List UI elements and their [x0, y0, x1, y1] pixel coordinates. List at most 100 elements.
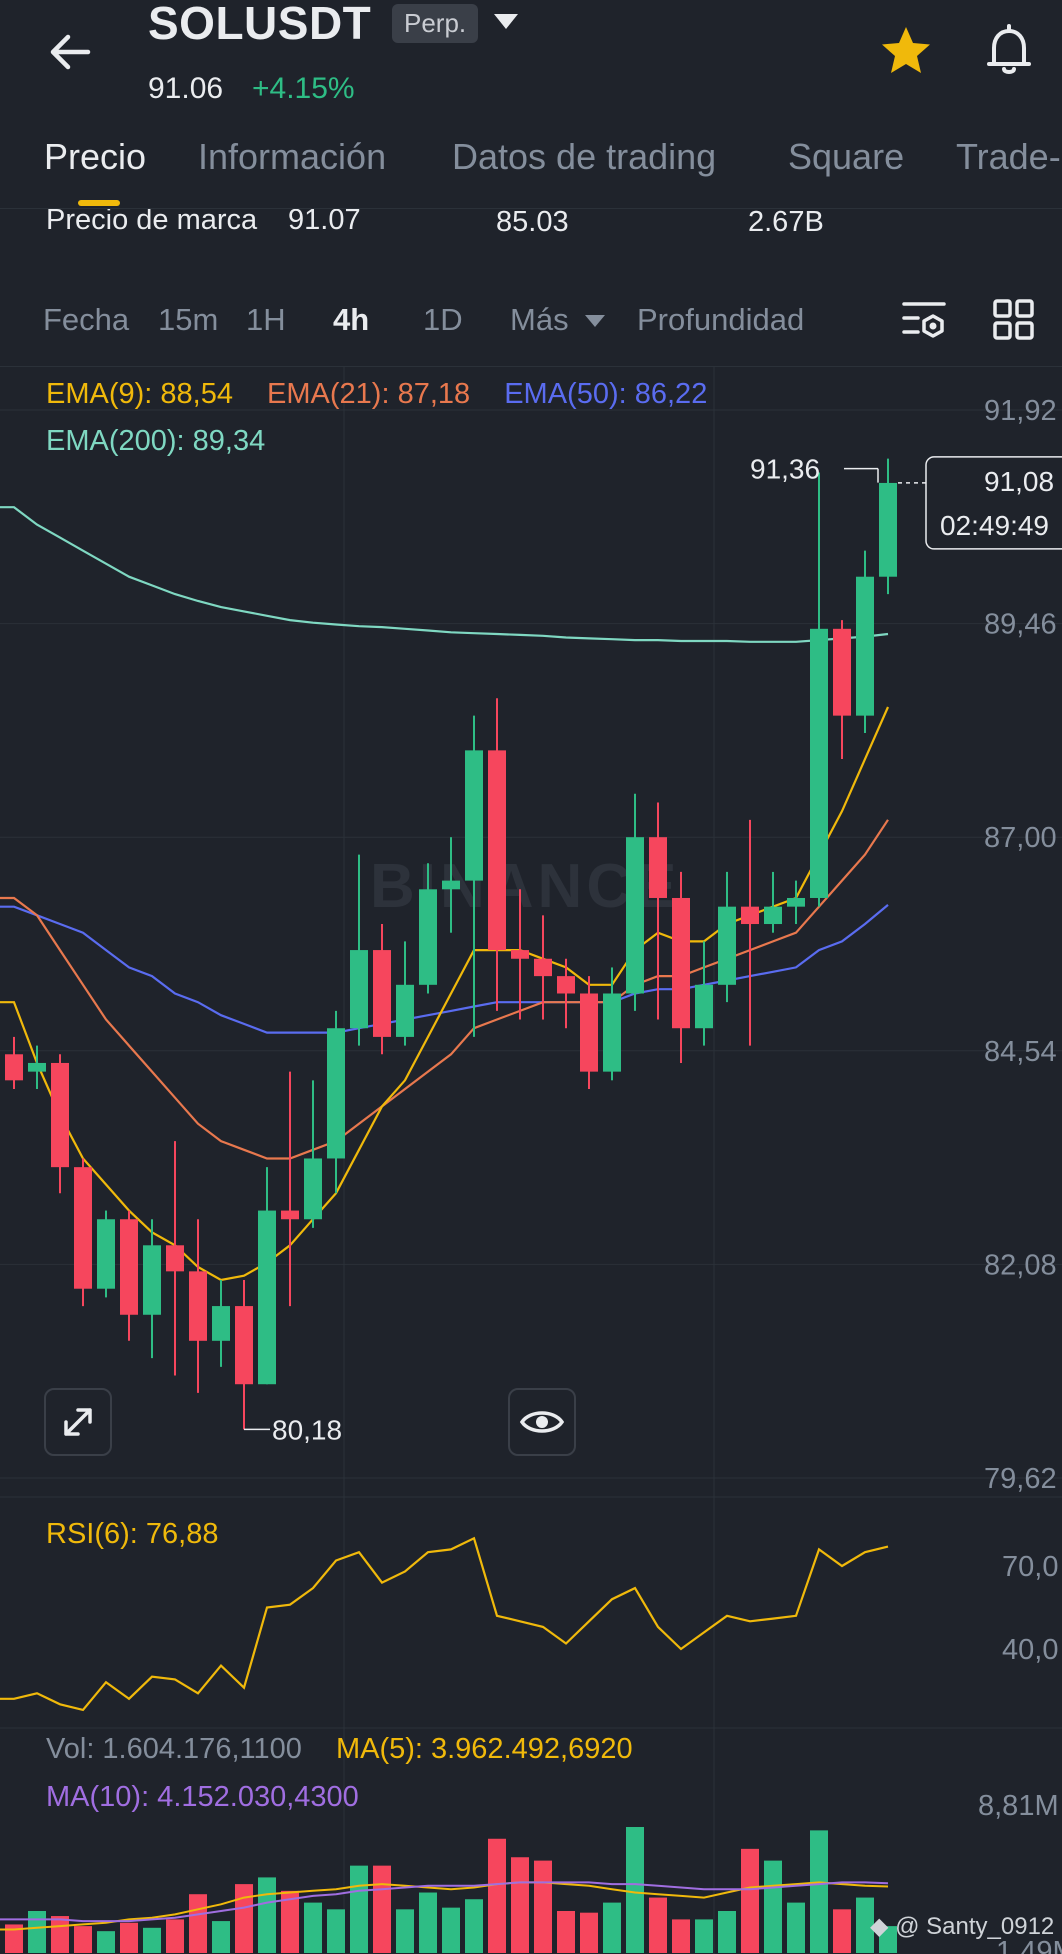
volume-tick-label: 1,49M — [996, 1936, 1062, 1954]
y-axis-tick-label: 89,46 — [984, 609, 1057, 641]
ema200-label: EMA(200): 89,34 — [46, 425, 266, 457]
candle-up — [97, 1219, 115, 1289]
interval-15m[interactable]: 15m — [158, 302, 219, 337]
y-axis-tick-label: 91,92 — [984, 395, 1057, 427]
ema50-label: EMA(50): 86,22 — [504, 378, 708, 410]
chart-settings-icon[interactable] — [900, 296, 950, 346]
rsi-line — [0, 1536, 889, 1712]
user-watermark-text: @ Santy_0912 — [895, 1913, 1055, 1940]
expand-chart-button[interactable] — [44, 1388, 112, 1456]
ema21-line — [0, 819, 889, 1160]
stat-value-low: 85.03 — [496, 206, 569, 238]
volume-bar-down — [51, 1916, 69, 1953]
ema50-line — [0, 904, 889, 1034]
star-icon[interactable] — [878, 24, 934, 78]
volume-bar-down — [373, 1865, 391, 1953]
y-axis-tick-label: 82,08 — [984, 1249, 1057, 1281]
interval-fecha[interactable]: Fecha — [43, 302, 130, 337]
volume-bar-down — [833, 1909, 851, 1953]
candle-down — [74, 1167, 92, 1289]
ema200-line — [0, 506, 889, 643]
volume-bar-down — [235, 1884, 253, 1953]
y-axis-tick-label: 87,00 — [984, 822, 1057, 854]
high-price-label: 91,36 — [750, 454, 820, 485]
interval-profundidad[interactable]: Profundidad — [637, 302, 805, 337]
volume-bar-down — [580, 1912, 598, 1953]
chevron-down-icon[interactable] — [492, 12, 520, 32]
candle-down — [557, 976, 575, 994]
price-change-percent: +4.15% — [252, 72, 355, 105]
volume-bar-down — [166, 1919, 184, 1953]
volume-bar-down — [120, 1922, 138, 1953]
candle-down — [189, 1271, 207, 1341]
interval-4h[interactable]: 4h — [333, 302, 370, 337]
volume-bar-up — [419, 1892, 437, 1953]
candle-down — [5, 1054, 23, 1081]
tab-informacion[interactable]: Información — [198, 136, 387, 177]
tab-square[interactable]: Square — [788, 136, 905, 177]
candle-up — [28, 1062, 46, 1072]
candle-up — [856, 576, 874, 716]
candle-up — [465, 750, 483, 881]
candle-up — [626, 837, 644, 994]
volume-bar-up — [97, 1931, 115, 1953]
volume-bar-up — [396, 1909, 414, 1953]
section-tabs: Precio Información Datos de trading Squa… — [0, 128, 1062, 208]
volume-bar-up — [718, 1911, 736, 1953]
volume-legend: Vol: 1.604.176,1100 MA(5): 3.962.492,692… — [46, 1733, 633, 1766]
mark-price-value: 91.07 — [288, 204, 361, 236]
candle-up — [396, 984, 414, 1037]
y-axis-tick-label: 79,62 — [984, 1463, 1057, 1495]
candle-down — [534, 958, 552, 977]
ema9-line — [0, 706, 890, 1282]
rsi-tick-label: 40,0 — [1002, 1634, 1058, 1666]
candle-up — [603, 993, 621, 1072]
chevron-down-icon[interactable] — [584, 314, 606, 328]
volume-label: Vol: 1.604.176,1100 — [46, 1733, 302, 1765]
active-tab-indicator — [78, 200, 120, 206]
back-arrow-icon[interactable] — [40, 22, 100, 82]
ma10-line — [0, 1881, 889, 1923]
volume-bar-up — [212, 1921, 230, 1953]
last-price: 91.06 — [148, 72, 224, 105]
volume-bar-up — [350, 1865, 368, 1953]
volume-bar-down — [74, 1926, 92, 1953]
low-price-label: 80,18 — [272, 1414, 342, 1445]
volume-bar-down — [741, 1848, 759, 1953]
candle-up — [787, 897, 805, 907]
candle-down — [488, 750, 506, 951]
interval-1d[interactable]: 1D — [423, 302, 463, 337]
tab-precio[interactable]: Precio — [44, 136, 147, 177]
tab-trade[interactable]: Trade- — [956, 136, 1061, 177]
symbol-title[interactable]: SOLUSDT — [148, 0, 372, 49]
current-price-label: 91,08 — [984, 466, 1054, 497]
volume-bar-up — [764, 1860, 782, 1953]
visibility-toggle-button[interactable] — [508, 1388, 576, 1456]
bell-icon[interactable] — [982, 22, 1036, 78]
candle-down — [649, 837, 667, 898]
contract-type-badge: Perp. — [392, 4, 479, 43]
ma5-label: MA(5): 3.962.492,6920 — [335, 1733, 633, 1765]
layout-grid-icon[interactable] — [990, 296, 1038, 344]
divider — [0, 208, 1062, 209]
tab-datos-de-trading[interactable]: Datos de trading — [452, 136, 717, 177]
divider — [0, 366, 1062, 367]
volume-bar-down — [511, 1857, 529, 1953]
y-axis-tick-label: 84,54 — [984, 1036, 1057, 1068]
candle-down — [741, 906, 759, 925]
candle-down — [672, 897, 690, 1029]
volume-bar-down — [5, 1924, 23, 1953]
interval-1h[interactable]: 1H — [246, 302, 286, 337]
interval-mas[interactable]: Más — [510, 302, 569, 337]
header-bar: SOLUSDT Perp. 91.06 +4.15% — [0, 0, 1062, 125]
expand-icon — [64, 1408, 92, 1436]
candle-down — [281, 1210, 299, 1220]
volume-bar-up — [626, 1827, 644, 1953]
rsi-label: RSI(6): 76,88 — [46, 1518, 219, 1550]
candle-up — [810, 628, 828, 898]
mark-price-label: Precio de marca — [46, 204, 258, 236]
volume-bar-up — [327, 1909, 345, 1953]
volume-bar-up — [304, 1902, 322, 1953]
volume-bar-down — [281, 1890, 299, 1953]
